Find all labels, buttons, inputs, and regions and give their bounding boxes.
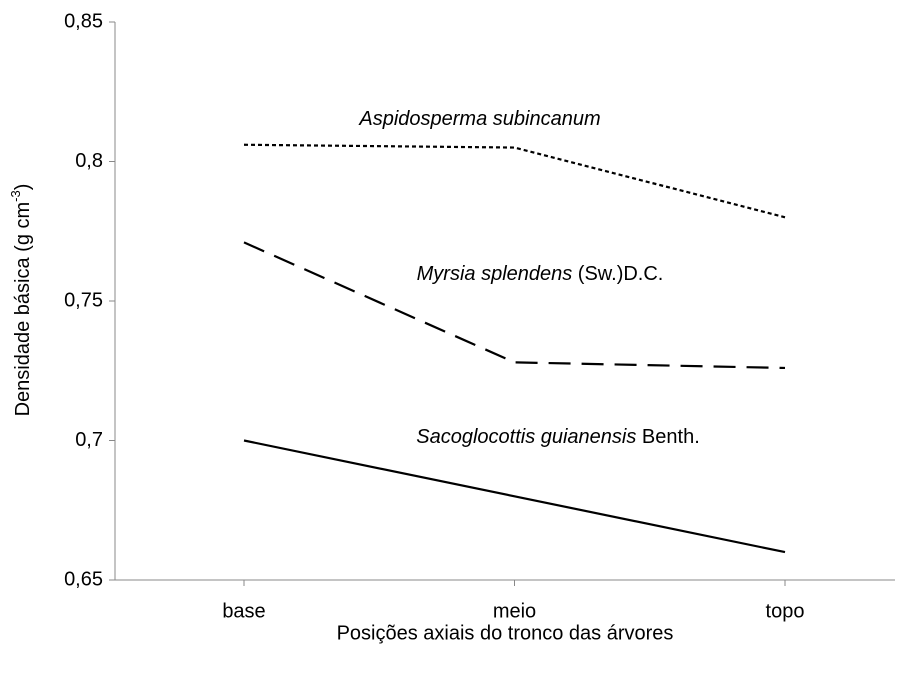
series-line	[243, 143, 786, 219]
series-name-suffix: (Sw.)D.C.	[572, 263, 663, 285]
y-axis-title: Densidade básica (g cm-3)	[8, 184, 34, 417]
y-title-end: )	[12, 184, 34, 191]
y-tick-label: 0,65	[64, 568, 103, 590]
series-name: Aspidosperma subincanum	[358, 108, 600, 130]
y-tick-label: 0,8	[75, 150, 103, 172]
series-name: Sacoglocottis guianensis	[416, 426, 636, 448]
series-name-suffix: Benth.	[636, 426, 699, 448]
y-tick-label: 0,85	[64, 10, 103, 32]
y-tick-label: 0,7	[75, 429, 103, 451]
series-label: Sacoglocottis guianensis Benth.	[416, 426, 700, 448]
y-tick-label: 0,75	[64, 289, 103, 311]
y-title-main: Densidade básica (g cm	[12, 202, 34, 417]
y-title-sup: -3	[8, 190, 23, 202]
x-axis-title: Posições axiais do tronco das árvores	[337, 622, 674, 644]
series-name: Myrsia splendens	[417, 263, 573, 285]
series-label: Aspidosperma subincanum	[358, 108, 600, 130]
x-tick-label: meio	[493, 600, 536, 622]
x-tick-label: base	[222, 600, 265, 622]
series-label: Myrsia splendens (Sw.)D.C.	[417, 263, 664, 285]
x-tick-label: topo	[766, 600, 805, 622]
series-line	[243, 439, 786, 554]
series-line	[243, 241, 786, 370]
